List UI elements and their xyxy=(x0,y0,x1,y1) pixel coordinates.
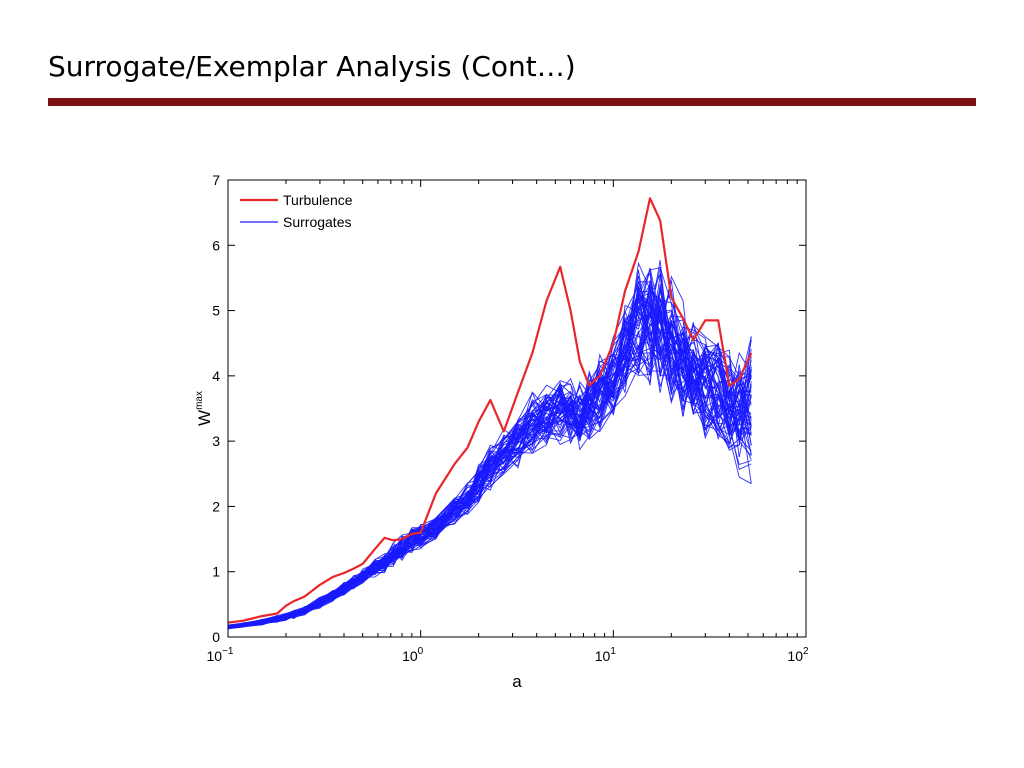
x-tick-label: 101 xyxy=(595,646,617,664)
x-tick-label: 10−1 xyxy=(207,646,234,664)
y-tick-label: 6 xyxy=(212,237,220,253)
x-tick-label-exponent: −1 xyxy=(222,646,234,657)
x-axis: 10−1 100 101 102 xyxy=(207,180,809,664)
y-tick-label: 7 xyxy=(212,172,220,188)
y-axis: 0 1 2 3 4 5 6 7 xyxy=(212,172,806,645)
y-axis-label-base: W xyxy=(195,410,214,426)
plot-border xyxy=(227,179,807,638)
x-tick-label-base: 10 xyxy=(207,648,223,664)
surrogate-series xyxy=(227,259,752,630)
x-tick-label-exponent: 0 xyxy=(418,646,424,657)
surrogate-line xyxy=(227,280,752,628)
surrogate-line xyxy=(227,287,752,628)
turbulence-line xyxy=(227,197,753,624)
x-tick-label-exponent: 2 xyxy=(803,646,809,657)
y-tick-label: 5 xyxy=(212,303,220,319)
x-tick-label-base: 10 xyxy=(787,648,803,664)
surrogate-line xyxy=(227,349,752,628)
y-tick-label: 1 xyxy=(212,564,220,580)
surrogate-line xyxy=(227,331,752,627)
axes-frame xyxy=(227,179,807,638)
legend: Turbulence Surrogates xyxy=(240,192,353,230)
surrogate-line xyxy=(227,281,752,629)
y-tick-label: 0 xyxy=(212,629,220,645)
surrogate-line xyxy=(227,306,752,628)
y-tick-label: 2 xyxy=(212,498,220,514)
title-divider xyxy=(48,98,976,106)
surrogate-line xyxy=(227,283,752,627)
y-axis-label-superscript: max xyxy=(194,391,205,410)
surrogate-line xyxy=(227,290,752,629)
x-tick-label: 100 xyxy=(402,646,424,664)
y-tick-label: 3 xyxy=(212,433,220,449)
slide-title: Surrogate/Exemplar Analysis (Cont…) xyxy=(48,50,576,83)
x-tick-label-exponent: 1 xyxy=(610,646,616,657)
y-axis-label: Wmax xyxy=(194,391,214,426)
x-tick-label: 102 xyxy=(787,646,809,664)
y-tick-label: 4 xyxy=(212,368,220,384)
x-axis-label: a xyxy=(512,672,522,691)
legend-label: Surrogates xyxy=(283,214,351,230)
x-tick-label-base: 10 xyxy=(595,648,611,664)
legend-label: Turbulence xyxy=(283,192,353,208)
turbulence-series xyxy=(227,197,753,624)
x-tick-label-base: 10 xyxy=(402,648,418,664)
